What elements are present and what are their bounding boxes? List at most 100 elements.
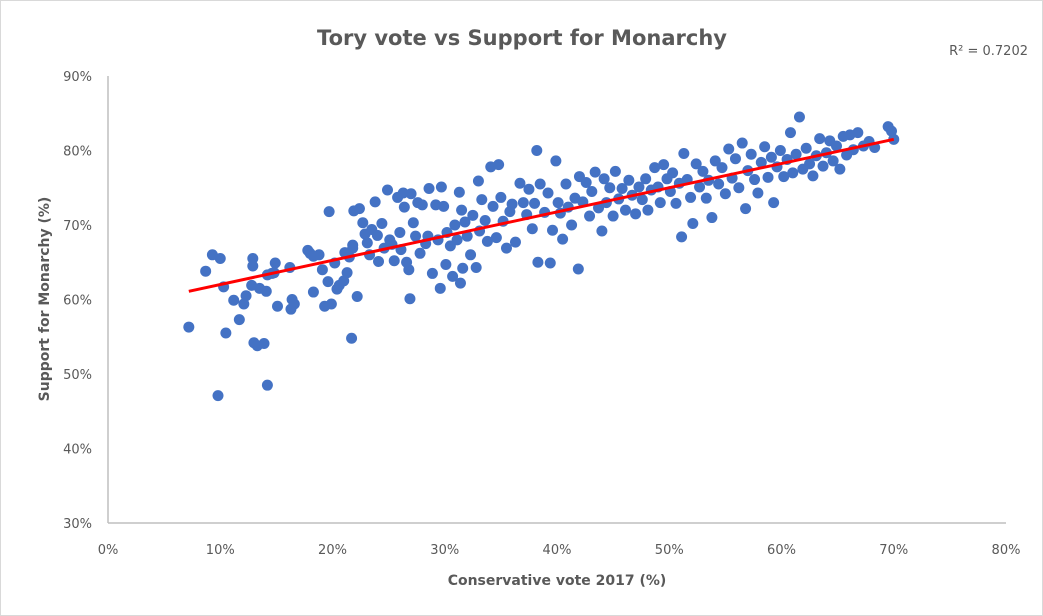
data-point	[687, 218, 699, 230]
chart-title: Tory vote vs Support for Monarchy	[317, 26, 727, 50]
trendline	[188, 137, 895, 293]
data-point	[313, 249, 325, 261]
data-point	[394, 226, 406, 238]
data-point	[542, 187, 554, 199]
data-point	[723, 143, 735, 155]
data-point	[200, 265, 212, 277]
data-point	[523, 183, 535, 195]
data-point	[405, 188, 417, 200]
data-point	[566, 219, 578, 231]
data-point	[740, 203, 752, 215]
data-point	[768, 197, 780, 209]
data-point	[353, 203, 365, 215]
data-point	[697, 165, 709, 177]
data-point	[269, 257, 281, 269]
data-point	[376, 218, 388, 230]
data-point	[341, 267, 353, 279]
data-point	[793, 111, 805, 123]
data-point	[247, 253, 259, 265]
data-point	[745, 148, 757, 160]
data-point	[580, 177, 592, 189]
data-point	[784, 127, 796, 139]
data-point	[729, 153, 741, 165]
y-tick-label: 60%	[63, 294, 92, 309]
data-point	[709, 155, 721, 167]
data-point	[804, 158, 816, 170]
data-point	[584, 210, 596, 222]
data-point	[706, 212, 718, 224]
data-point	[434, 282, 446, 294]
data-point	[456, 204, 468, 216]
data-point	[509, 236, 521, 248]
data-point	[640, 173, 652, 185]
y-tick-label: 50%	[63, 368, 92, 383]
data-point	[733, 182, 745, 194]
data-point	[654, 197, 666, 209]
data-point	[476, 194, 488, 206]
data-point	[288, 298, 300, 310]
data-point	[388, 255, 400, 267]
data-points	[183, 111, 900, 402]
data-point	[713, 178, 725, 190]
data-point	[765, 151, 777, 163]
x-tick-label: 10%	[206, 543, 235, 558]
data-point	[700, 192, 712, 204]
r-squared-annotation: R² = 0.7202	[949, 44, 1028, 59]
data-point	[596, 225, 608, 237]
data-point	[347, 239, 359, 251]
data-point	[371, 229, 383, 241]
data-point	[490, 232, 502, 244]
data-point	[676, 231, 688, 243]
data-point	[325, 298, 337, 310]
data-point	[414, 247, 426, 259]
data-point	[817, 160, 829, 172]
y-tick-label: 70%	[63, 219, 92, 234]
data-point	[642, 204, 654, 216]
data-point	[690, 158, 702, 170]
data-point	[623, 174, 635, 186]
data-point	[658, 159, 670, 171]
data-point	[532, 256, 544, 268]
data-point	[649, 162, 661, 174]
data-point	[449, 219, 461, 231]
data-point	[719, 188, 731, 200]
data-point	[369, 196, 381, 208]
data-point	[407, 217, 419, 229]
x-tick-label: 80%	[992, 543, 1021, 558]
data-point	[453, 186, 465, 198]
data-point	[736, 137, 748, 149]
data-point	[755, 156, 767, 168]
data-point	[351, 291, 363, 303]
data-point	[598, 173, 610, 185]
data-point	[609, 165, 621, 177]
x-tick-label: 0%	[98, 543, 119, 558]
x-tick-label: 20%	[318, 543, 347, 558]
data-point	[404, 293, 416, 305]
data-point	[403, 264, 415, 276]
y-tick-labels: 30% 40% 50% 60% 70% 80% 90%	[63, 70, 92, 532]
data-point	[762, 171, 774, 183]
data-point	[531, 145, 543, 156]
data-point	[357, 217, 369, 229]
data-point	[607, 210, 619, 222]
data-point	[361, 237, 373, 249]
y-tick-label: 80%	[63, 145, 92, 160]
data-point	[636, 194, 648, 206]
data-point	[461, 230, 473, 242]
data-point	[586, 185, 598, 197]
data-point	[454, 277, 466, 289]
data-point	[670, 197, 682, 209]
x-tick-label: 70%	[879, 543, 908, 558]
data-point	[481, 235, 493, 247]
data-point	[852, 127, 864, 139]
data-point	[316, 264, 328, 276]
data-point	[438, 200, 450, 212]
data-point	[212, 390, 224, 402]
data-point	[550, 155, 562, 167]
data-point	[787, 167, 799, 179]
y-tick-label: 30%	[63, 517, 92, 532]
data-point	[472, 175, 484, 187]
y-tick-label: 40%	[63, 443, 92, 458]
